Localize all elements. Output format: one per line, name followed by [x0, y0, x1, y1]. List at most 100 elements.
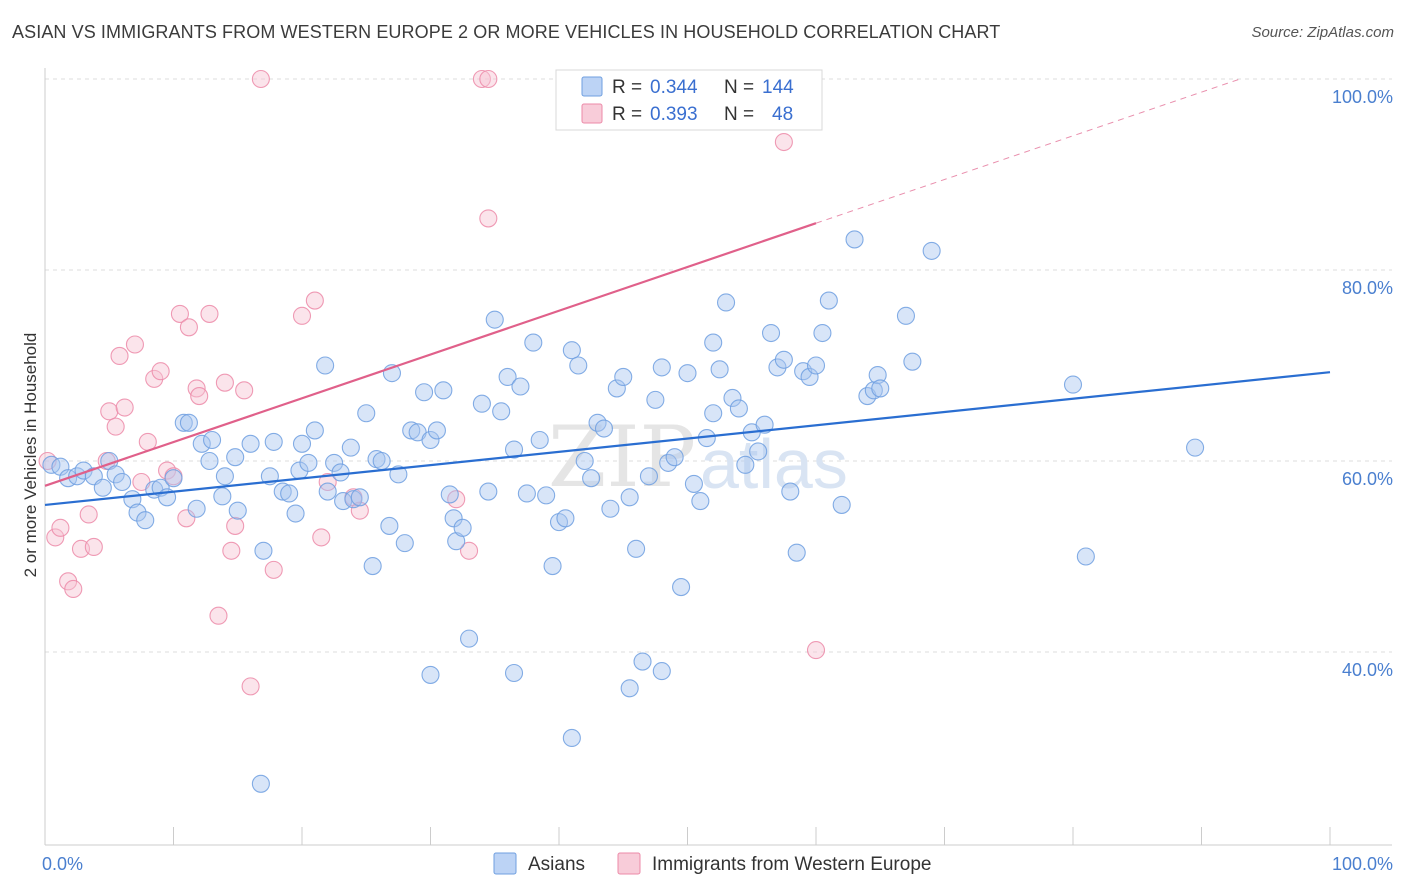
western-europe-point: [200, 304, 219, 323]
western-europe-point: [179, 318, 198, 337]
legend-r-western: 0.393: [650, 104, 698, 125]
asian-point: [344, 490, 363, 509]
western-europe-point: [264, 560, 283, 579]
trend-lines: [44, 78, 1331, 507]
legend: R = 0.344 N = 144 R = 0.393 N = 48: [555, 69, 823, 131]
asian-point: [806, 356, 826, 375]
western-europe-point: [79, 505, 98, 524]
asian-point: [331, 463, 350, 482]
asian-point: [832, 495, 851, 514]
asian-point: [819, 291, 838, 310]
asian-point: [922, 241, 941, 260]
asian-point: [652, 662, 671, 681]
asian-point: [325, 453, 344, 472]
asian-point: [562, 341, 581, 360]
y-tick-label: 40.0%: [1342, 660, 1393, 680]
western-europe-point: [312, 528, 331, 547]
asian-point: [620, 488, 639, 507]
asian-point: [174, 413, 193, 432]
western-europe-point: [106, 417, 125, 436]
axes: [44, 68, 1392, 846]
asian-point: [415, 383, 434, 402]
asian-point: [556, 509, 575, 528]
asian-point: [716, 293, 736, 312]
bottom-legend: Asians Immigrants from Western Europe: [493, 852, 931, 875]
asian-point: [1186, 438, 1205, 457]
asian-point: [562, 728, 581, 748]
chart-title: ASIAN VS IMMIGRANTS FROM WESTERN EUROPE …: [12, 22, 1001, 42]
asian-point: [305, 421, 324, 440]
asian-point: [524, 333, 543, 352]
asian-point: [504, 663, 524, 683]
western-trend-extension: [815, 78, 1241, 224]
asian-point: [691, 492, 710, 511]
asian-point: [42, 455, 61, 474]
bottom-legend-swatch-asians: [493, 852, 517, 875]
asian-point: [543, 556, 562, 576]
western-europe-point: [251, 69, 270, 89]
asian-point: [607, 379, 626, 398]
asian-point: [228, 501, 247, 520]
legend-r-label: R =: [612, 77, 642, 98]
asian-point: [241, 434, 260, 453]
legend-n-asians: 144: [762, 77, 794, 98]
asian-point: [187, 499, 206, 518]
western-europe-point: [115, 398, 134, 417]
asian-point: [200, 451, 219, 471]
asian-point: [203, 430, 222, 450]
x-tick-labels: 0.0% 100.0%: [42, 854, 1393, 874]
western-europe-point: [84, 537, 103, 557]
asian-point: [318, 482, 337, 501]
western-europe-point: [145, 369, 164, 388]
western-europe-point: [110, 346, 129, 366]
western-europe-point: [100, 402, 119, 421]
western-europe-point: [46, 528, 65, 547]
asian-point: [684, 474, 703, 493]
asian-point: [678, 364, 697, 383]
western-europe-point: [190, 387, 209, 406]
asian-point: [292, 434, 312, 453]
asian-point: [372, 451, 391, 471]
western-europe-point: [472, 69, 491, 89]
asian-point: [363, 556, 382, 576]
y-tick-label: 60.0%: [1342, 469, 1393, 489]
asian-point: [179, 413, 198, 432]
asian-point: [479, 482, 498, 501]
asians-trend-line: [44, 371, 1331, 507]
series-asians-points: [42, 230, 1205, 793]
asian-point: [845, 230, 864, 249]
asian-point: [672, 578, 691, 597]
legend-r-label: R =: [612, 104, 642, 125]
western-europe-point: [305, 291, 324, 310]
asian-point: [1063, 375, 1083, 394]
asian-point: [614, 367, 633, 387]
asian-point: [646, 390, 665, 409]
asian-point: [273, 482, 292, 501]
asian-point: [421, 665, 440, 684]
asian-point: [215, 467, 234, 486]
western-europe-point: [479, 69, 498, 89]
asian-point: [704, 404, 723, 423]
asian-point: [582, 469, 601, 488]
western-europe-point: [209, 606, 228, 625]
y-tick-label: 100.0%: [1332, 87, 1393, 107]
asian-point: [868, 365, 887, 385]
western-europe-point: [318, 472, 337, 492]
asian-point: [402, 421, 421, 440]
asian-point: [434, 381, 453, 400]
legend-n-label: N =: [724, 104, 754, 125]
western-europe-point: [806, 641, 826, 660]
western-europe-point: [170, 304, 189, 323]
asian-point: [492, 402, 511, 421]
asian-point: [106, 465, 125, 484]
asian-point: [128, 503, 147, 522]
asian-point: [93, 478, 112, 497]
asian-point: [113, 472, 132, 492]
asian-point: [633, 652, 652, 671]
western-europe-point: [235, 381, 254, 400]
asian-point: [1076, 547, 1095, 566]
asian-point: [627, 539, 646, 558]
asian-point: [575, 451, 594, 471]
asian-point: [498, 367, 517, 387]
western-europe-point: [241, 677, 260, 696]
